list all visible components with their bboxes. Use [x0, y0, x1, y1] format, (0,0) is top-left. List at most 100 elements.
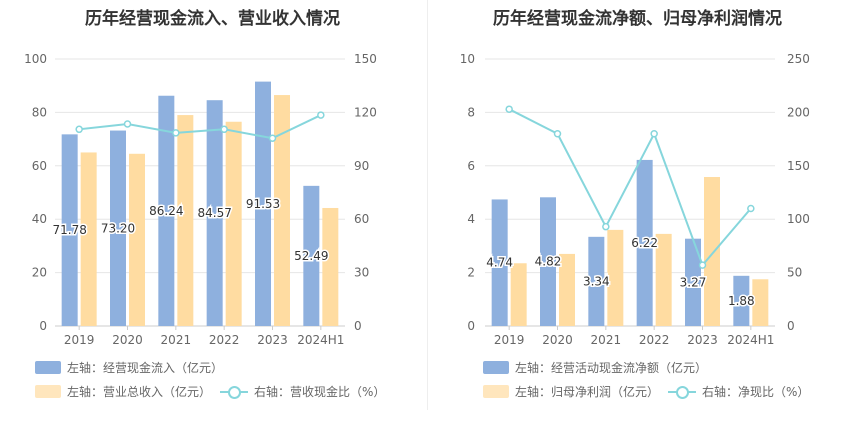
- ratio-point: [747, 204, 755, 213]
- y-left-tick-label: 100: [24, 52, 47, 66]
- legend-right-item-2[interactable]: 左轴：归母净利润（亿元）: [483, 383, 659, 400]
- ratio-point: [268, 134, 277, 142]
- y-left-tick-label: 0: [39, 319, 47, 333]
- ratio-point: [505, 105, 513, 113]
- legend-swatch-blue: [35, 361, 61, 374]
- y-right-tick-label: 0: [354, 319, 362, 333]
- chart-right-panel: 历年经营现金流净额、归母净利润情况 0 0 2 50 4 100 6 150 8 200 10 250…: [425, 0, 850, 437]
- bar-primary: [255, 81, 271, 326]
- ratio-point: [602, 222, 610, 231]
- x-tick-label: 2019: [64, 333, 95, 347]
- bar-primary: [110, 130, 126, 326]
- bar-secondary: [510, 263, 527, 326]
- ratio-point: [650, 130, 658, 138]
- bar-secondary: [80, 152, 97, 326]
- bar-data-label: 71.78: [52, 223, 86, 237]
- y-left-tick-label: 80: [32, 105, 47, 119]
- bar-primary: [685, 238, 701, 326]
- x-tick-label: 2024H1: [727, 333, 774, 347]
- legend-left-item-1[interactable]: 左轴：经营现金流入（亿元）: [35, 359, 223, 376]
- bar-secondary: [225, 121, 242, 327]
- chart-left-plot: 0 0 20 30 40 60 60 90 80 120 100 150 2019 71.78 2020 73…: [24, 52, 377, 347]
- ratio-point: [317, 111, 325, 119]
- y-left-tick-label: 0: [467, 319, 475, 333]
- legend-label: 右轴：净现比（%）: [702, 385, 810, 399]
- legend-line-marker-icon: [668, 385, 696, 399]
- bar-data-label: 3.27: [680, 275, 707, 289]
- bar-secondary: [752, 279, 769, 326]
- bar-data-label: 1.88: [728, 294, 755, 308]
- y-right-tick-label: 120: [354, 105, 377, 119]
- y-left-tick-label: 60: [32, 159, 47, 173]
- legend-label: 左轴：营业总收入（亿元）: [67, 385, 212, 399]
- y-right-tick-label: 150: [354, 52, 377, 66]
- ratio-line: [79, 114, 322, 140]
- chart-right-title: 历年经营现金流净额、归母净利润情况: [493, 9, 782, 29]
- bar-data-label: 73.20: [101, 221, 135, 235]
- legend-left-item-3[interactable]: 右轴：营收现金比（%）: [220, 383, 385, 400]
- ratio-point: [75, 125, 83, 134]
- y-right-tick-label: 30: [354, 266, 369, 280]
- ratio-point: [123, 120, 132, 128]
- bar-data-label: 91.53: [246, 197, 280, 211]
- x-tick-label: 2020: [112, 333, 143, 347]
- bar-secondary: [559, 253, 575, 326]
- bar-secondary: [607, 229, 624, 326]
- y-right-tick-label: 200: [787, 105, 810, 119]
- legend-swatch-blue: [483, 361, 509, 374]
- y-left-tick-label: 6: [467, 159, 475, 173]
- bar-primary: [206, 100, 223, 327]
- bar-primary: [303, 185, 320, 326]
- x-tick-label: 2020: [542, 333, 573, 347]
- x-tick-label: 2024H1: [297, 333, 344, 347]
- y-left-tick-label: 2: [467, 266, 475, 280]
- ratio-point: [553, 130, 562, 138]
- chart-left-title: 历年经营现金流入、营业收入情况: [85, 9, 340, 29]
- y-left-tick-label: 20: [32, 266, 47, 280]
- bar-secondary: [129, 153, 145, 326]
- bar-secondary: [177, 115, 194, 326]
- ratio-line: [508, 108, 752, 268]
- x-tick-label: 2019: [494, 333, 525, 347]
- x-tick-label: 2023: [257, 333, 288, 347]
- y-right-tick-label: 50: [787, 266, 802, 280]
- y-right-tick-label: 100: [787, 212, 810, 226]
- y-left-tick-label: 4: [467, 212, 475, 226]
- bar-data-label: 3.34: [583, 274, 610, 288]
- bar-secondary: [322, 207, 339, 326]
- x-tick-label: 2021: [591, 333, 622, 347]
- legend-swatch-yellow: [483, 385, 509, 398]
- legend-line-marker-icon: [220, 385, 248, 399]
- bar-primary: [636, 159, 653, 326]
- x-tick-label: 2022: [639, 333, 670, 347]
- ratio-point: [172, 129, 180, 137]
- y-left-tick-label: 40: [32, 212, 47, 226]
- x-tick-label: 2022: [209, 333, 240, 347]
- ratio-point: [698, 261, 707, 269]
- bar-primary: [588, 236, 605, 326]
- bar-primary: [733, 275, 750, 326]
- y-left-tick-label: 8: [467, 105, 475, 119]
- legend-right-item-3[interactable]: 右轴：净现比（%）: [668, 383, 809, 400]
- y-left-tick-label: 10: [460, 52, 475, 66]
- bar-data-label: 6.22: [631, 236, 658, 250]
- bar-data-label: 4.82: [535, 255, 562, 269]
- legend-left-item-2[interactable]: 左轴：营业总收入（亿元）: [35, 383, 211, 400]
- legend-right-item-1[interactable]: 左轴：经营活动现金流净额（亿元）: [483, 359, 707, 376]
- bar-data-label: 86.24: [149, 204, 183, 218]
- bar-primary: [540, 197, 556, 326]
- x-tick-label: 2021: [161, 333, 192, 347]
- bar-primary: [61, 134, 78, 326]
- bar-data-label: 4.74: [486, 256, 513, 270]
- y-right-tick-label: 0: [787, 319, 795, 333]
- panel-divider: [427, 0, 428, 410]
- y-right-tick-label: 90: [354, 159, 369, 173]
- bar-secondary: [655, 233, 672, 326]
- legend-swatch-yellow: [35, 385, 61, 398]
- bar-data-label: 52.49: [294, 249, 328, 263]
- bar-secondary: [274, 95, 290, 326]
- y-right-tick-label: 250: [787, 52, 810, 66]
- bar-data-label: 84.57: [197, 206, 231, 220]
- bar-primary: [491, 199, 508, 326]
